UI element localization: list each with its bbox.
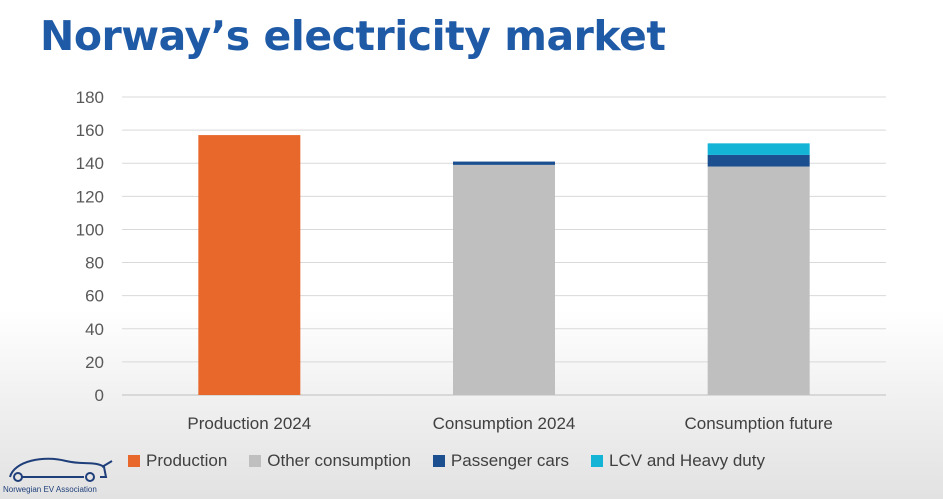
legend-item: Production bbox=[128, 451, 227, 471]
legend-label: Other consumption bbox=[267, 451, 411, 470]
legend: Production Other consumption Passenger car… bbox=[128, 451, 765, 471]
logo-text: Norwegian EV Association bbox=[3, 485, 97, 494]
legend-item: Other consumption bbox=[249, 451, 411, 471]
y-tick-label: 180 bbox=[76, 88, 104, 107]
y-axis-ticks: 0 20 40 60 80 100 120 140 160 180 bbox=[76, 88, 104, 405]
legend-item: Passenger cars bbox=[432, 451, 570, 471]
y-tick-label: 20 bbox=[85, 353, 104, 372]
category-label: Consumption 2024 bbox=[433, 414, 576, 433]
legend-label: Passenger cars bbox=[450, 451, 570, 470]
legend-swatch bbox=[432, 455, 445, 467]
category-labels: Production 2024 Consumption 2024 Consumpti… bbox=[187, 414, 832, 433]
legend-swatch bbox=[591, 455, 604, 467]
category-label: Consumption future bbox=[684, 414, 832, 433]
y-tick-label: 60 bbox=[85, 287, 104, 306]
y-tick-label: 160 bbox=[76, 121, 104, 140]
category-label: Production 2024 bbox=[187, 414, 311, 433]
y-tick-label: 120 bbox=[76, 187, 104, 206]
legend-swatch bbox=[249, 455, 262, 467]
bar-chart: 0 20 40 60 80 100 120 140 160 180 Production 2024… bbox=[76, 88, 886, 433]
legend-label: Production bbox=[146, 451, 228, 470]
legend-item: LCV and Heavy duty bbox=[591, 451, 765, 471]
legend-label: LCV and Heavy duty bbox=[609, 451, 765, 470]
y-tick-label: 100 bbox=[76, 220, 104, 239]
bar-production bbox=[198, 135, 301, 396]
bars bbox=[198, 135, 810, 396]
y-tick-label: 40 bbox=[85, 320, 104, 339]
page-title: Norway’s electricity market bbox=[40, 12, 666, 60]
ev-association-logo bbox=[9, 457, 113, 482]
bar-other-consumption bbox=[453, 164, 555, 395]
bar-passenger-cars bbox=[453, 161, 555, 165]
y-tick-label: 80 bbox=[85, 254, 104, 273]
y-tick-label: 0 bbox=[95, 386, 104, 405]
bar-passenger-cars bbox=[707, 154, 810, 167]
legend-swatch bbox=[128, 455, 140, 467]
bar-other-consumption bbox=[707, 166, 810, 395]
y-tick-label: 140 bbox=[76, 154, 104, 173]
bar-lcv-and-heavy-duty bbox=[707, 143, 810, 155]
